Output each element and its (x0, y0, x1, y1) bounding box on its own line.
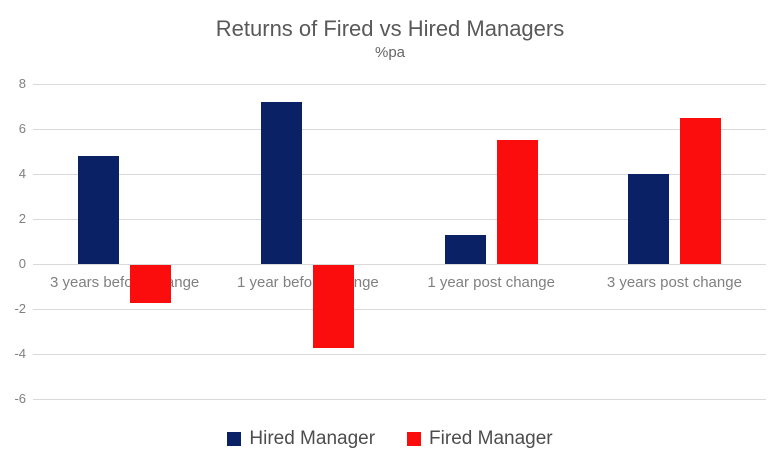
gridline (33, 264, 766, 265)
y-axis-label: 2 (18, 211, 26, 226)
bar-hired-manager (261, 102, 303, 264)
gridline (33, 309, 766, 310)
legend-label: Fired Manager (429, 428, 553, 449)
legend-item: Hired Manager (227, 428, 375, 450)
gridline (33, 399, 766, 400)
y-axis-label: 8 (18, 76, 26, 91)
legend: Hired Manager Fired Manager (0, 424, 780, 454)
legend-swatch-icon (227, 432, 242, 446)
bar-hired-manager (444, 234, 486, 264)
gridline (33, 219, 766, 220)
y-axis-label: 6 (18, 121, 26, 136)
legend-label: Hired Manager (249, 428, 376, 449)
legend-item: Fired Manager (407, 428, 553, 450)
category-label: 1 year before change (236, 274, 379, 291)
chart-subtitle: %pa (374, 44, 406, 61)
bar-fired-manager (496, 140, 538, 264)
gridline (33, 174, 766, 175)
bar-fired-manager (679, 117, 721, 264)
gridline (33, 354, 766, 355)
bar-hired-manager (78, 156, 120, 264)
y-axis-label: -6 (14, 391, 26, 406)
y-axis-label: -4 (14, 346, 26, 361)
category-label: 3 years post change (606, 274, 742, 291)
y-axis-label: 0 (18, 256, 26, 271)
chart-title: Returns of Fired vs Hired Managers (215, 16, 565, 41)
bar-fired-manager (130, 265, 172, 304)
category-label: 3 years before change (49, 274, 200, 291)
bar-fired-manager (313, 265, 355, 349)
legend-swatch-icon (407, 432, 422, 446)
gridline (33, 129, 766, 130)
gridline (33, 84, 766, 85)
y-axis-label: 4 (18, 166, 26, 181)
category-label: 1 year post change (427, 274, 555, 291)
bar-hired-manager (627, 174, 669, 264)
y-axis-label: -2 (14, 301, 26, 316)
